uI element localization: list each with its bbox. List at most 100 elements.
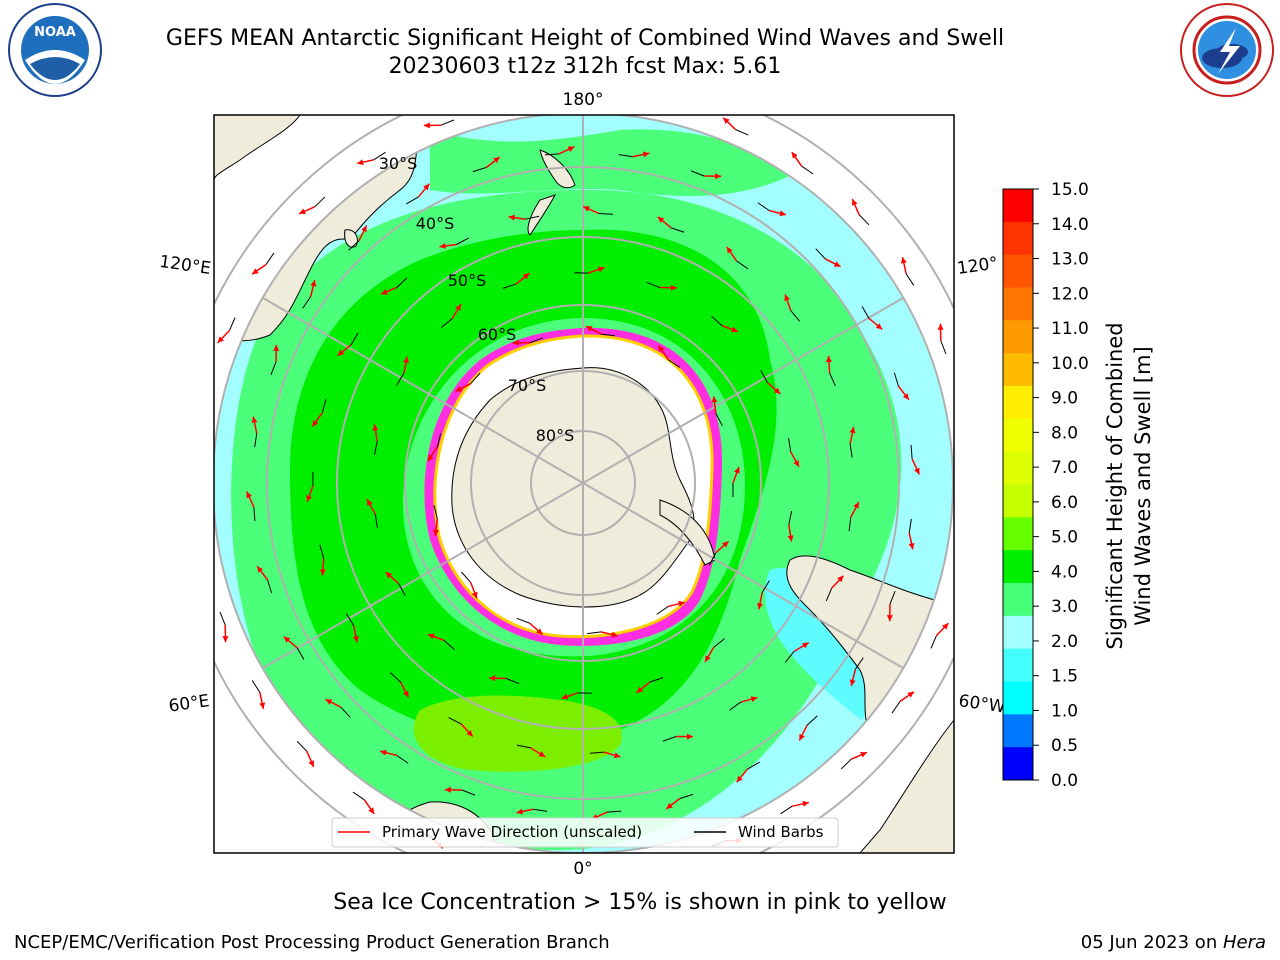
wave-arrow-head	[337, 349, 345, 356]
wind-barb	[352, 791, 365, 801]
antarctic-peninsula	[659, 499, 716, 566]
wave-arrow-head	[642, 151, 650, 158]
lat-label-70s: 70°S	[508, 376, 547, 395]
colorbar-segment	[1003, 451, 1033, 485]
wind-barb	[598, 212, 613, 215]
wave-arrow-head	[886, 615, 893, 622]
wave-arrow-head	[849, 679, 856, 686]
wind-barb	[505, 677, 520, 685]
wind-barb	[607, 810, 622, 813]
wind-barb	[470, 372, 481, 384]
wave-arrow-head	[851, 199, 858, 206]
lon-label-0: 0°	[573, 859, 592, 879]
wave-arrow-head	[561, 693, 569, 700]
lon-label-60w: 60°W	[957, 691, 1006, 717]
wave-arrow-head	[273, 344, 280, 351]
lon-label-120e: 120°E	[158, 252, 212, 279]
wind-barb	[433, 505, 438, 520]
noaa-logo: NOAA	[8, 3, 102, 97]
colorbar-tick-label: 3.0	[1051, 597, 1078, 617]
colorbar-title-line2: Wind Waves and Swell [m]	[1131, 346, 1155, 626]
wind-barb	[601, 333, 616, 337]
wind-barb	[253, 507, 256, 522]
wave-band-1-2m	[764, 568, 870, 720]
wind-barb	[940, 340, 947, 355]
colorbar-segment	[1003, 320, 1033, 354]
colorbar-segment	[1003, 287, 1033, 321]
wave-arrow-head	[611, 631, 618, 638]
wave-arrow-head	[825, 355, 832, 363]
wave-arrow-head	[875, 323, 883, 330]
wave-arrow-head	[678, 600, 685, 607]
wave-arrow-head	[259, 702, 266, 709]
new-zealand-land	[527, 149, 576, 236]
wave-arrow-head	[222, 636, 229, 643]
graticule	[214, 115, 954, 853]
wind-barb	[587, 631, 602, 635]
chart-title: GEFS MEAN Antarctic Significant Height o…	[165, 26, 1005, 51]
wind-barb	[436, 433, 442, 448]
wind-barb	[790, 310, 801, 322]
wind-barb	[398, 583, 406, 596]
nws-logo	[1180, 3, 1274, 97]
wave-arrow-head	[308, 760, 315, 767]
wave-arrow-head	[252, 268, 259, 275]
lon-label-180: 180°	[563, 90, 604, 110]
wind-barb	[348, 240, 360, 251]
wind-barb	[389, 672, 401, 683]
wave-arrow-head	[512, 339, 519, 346]
wind-barb	[373, 151, 386, 161]
wave-arrow-head	[757, 602, 763, 610]
wave-arrow-head	[736, 775, 743, 783]
wave-arrow-head	[837, 575, 844, 583]
colorbar-segment	[1003, 648, 1033, 682]
wind-barb	[229, 317, 236, 331]
wave-arrow-head	[455, 386, 463, 392]
wind-barb	[302, 296, 312, 309]
wind-barb	[713, 638, 726, 648]
wave-arrow-head	[734, 467, 740, 474]
lat-label-50s: 50°S	[448, 271, 487, 290]
lat-label-60s: 60°S	[478, 325, 517, 344]
wave-arrow-head	[731, 326, 739, 333]
wind-barb	[270, 361, 277, 376]
colorbar-tick-label: 4.0	[1051, 562, 1078, 582]
wave-arrow-head	[833, 261, 841, 267]
wave-arrow-head	[538, 751, 546, 757]
wave-arrow-head	[367, 499, 373, 506]
wave-arrow-head	[306, 495, 313, 502]
wind-barb	[544, 153, 559, 156]
wind-barb	[321, 399, 327, 413]
wave-arrow-head	[784, 294, 790, 302]
wave-arrow-head	[799, 733, 805, 741]
wind-barb	[440, 119, 455, 126]
wind-barb	[729, 701, 742, 711]
wind-barb	[319, 544, 325, 559]
wave-arrow-head	[380, 749, 387, 756]
colorbar-tick-label: 14.0	[1051, 215, 1089, 235]
colorbar-tick-label: 8.0	[1051, 423, 1078, 443]
colorbar-ticks: 15.0 14.0 13.0 12.0 11.0 10.0 9.0 8.0 7.0 6.0 5.0 4…	[1033, 180, 1089, 791]
wind-barb	[815, 248, 826, 260]
wind-barb	[590, 751, 605, 754]
wave-arrow-head	[900, 257, 907, 264]
wind-barb	[757, 202, 770, 212]
wave-arrow-head	[352, 635, 359, 643]
wave-arrow-head	[466, 730, 473, 737]
colorbar-segment	[1003, 254, 1033, 288]
colorbar-segment	[1003, 517, 1033, 551]
wind-barb	[849, 443, 853, 458]
wave-arrow-head	[423, 122, 430, 129]
wave-arrow-head	[658, 345, 665, 353]
wave-arrow-head	[722, 541, 729, 548]
wave-arrow-head	[613, 752, 621, 759]
wave-arrow-head	[325, 699, 333, 705]
wave-arrow-head	[802, 800, 809, 807]
wave-arrow-head	[726, 246, 733, 254]
colorbar-segment	[1003, 484, 1033, 518]
wave-arrow-head	[914, 467, 920, 475]
colorbar-tick-label: 15.0	[1051, 180, 1089, 200]
antarctica-land	[451, 367, 695, 608]
legend-wave-label: Primary Wave Direction (unscaled)	[382, 823, 642, 841]
wind-barb	[406, 196, 419, 205]
